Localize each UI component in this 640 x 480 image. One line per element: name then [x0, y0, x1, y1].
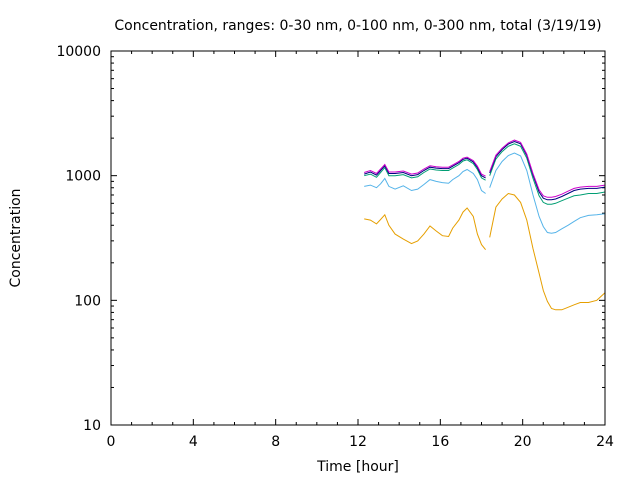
y-tick-label: 10000	[56, 44, 101, 60]
y-tick-label: 10	[83, 418, 101, 434]
series-line-4	[489, 140, 606, 201]
series-line-5	[364, 156, 486, 177]
series-line-5	[489, 139, 606, 198]
chart-title: Concentration, ranges: 0-30 nm, 0-100 nm…	[114, 18, 601, 34]
x-tick-label: 4	[189, 434, 198, 450]
x-tick-label: 20	[514, 434, 532, 450]
y-tick-label: 1000	[65, 169, 101, 185]
series-line-1	[364, 207, 486, 251]
series-line-2	[364, 168, 486, 194]
series-line-3	[489, 143, 606, 205]
x-tick-label: 12	[349, 434, 367, 450]
plot-frame	[110, 50, 606, 426]
x-tick-label: 16	[431, 434, 449, 450]
y-tick-label: 100	[74, 293, 101, 309]
series-line-4	[364, 157, 486, 179]
x-tick-label: 24	[596, 434, 614, 450]
series-line-2	[489, 152, 606, 234]
x-tick-label: 0	[107, 434, 116, 450]
x-axis-label: Time [hour]	[316, 459, 399, 475]
series-line-3	[364, 159, 486, 181]
series-line-1	[489, 192, 606, 311]
x-tick-label: 8	[271, 434, 280, 450]
y-axis-label: Concentration	[8, 188, 24, 287]
